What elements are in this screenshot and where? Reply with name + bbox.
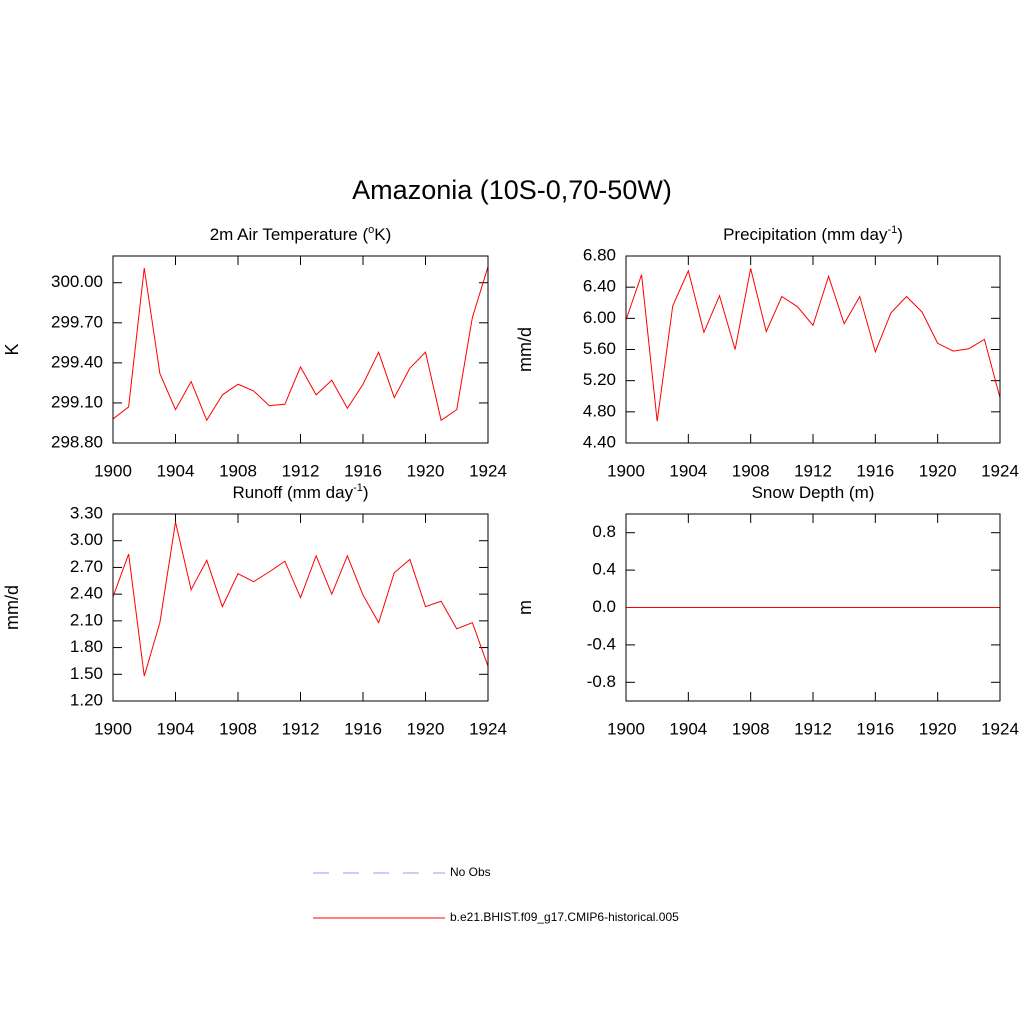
data-line	[112, 521, 489, 677]
x-tick-label: 1904	[669, 461, 707, 480]
x-tick-label: 1904	[669, 719, 707, 738]
y-tick-label: 299.10	[51, 392, 103, 411]
chart-title: Runoff (mm day-1)	[232, 482, 368, 503]
y-tick-label: 0.0	[592, 597, 616, 616]
title-part: -1	[353, 482, 363, 494]
chart-title: Snow Depth (m)	[752, 483, 875, 502]
y-tick-label: 6.00	[583, 308, 616, 327]
y-tick-label: 1.20	[70, 690, 103, 709]
title-part: )	[897, 225, 903, 244]
x-tick-label: 1900	[94, 461, 132, 480]
x-tick-label: 1912	[794, 461, 832, 480]
x-tick-label: 1912	[794, 719, 832, 738]
y-tick-label: 0.8	[592, 522, 616, 541]
title-part: Snow Depth (m)	[752, 483, 875, 502]
title-part: -1	[887, 224, 897, 236]
x-tick-label: 1916	[344, 719, 382, 738]
plot-frame	[112, 255, 489, 444]
y-tick-label: -0.4	[587, 634, 616, 653]
x-tick-label: 1916	[856, 719, 894, 738]
chart-title: 2m Air Temperature (oK)	[210, 224, 392, 245]
x-tick-label: 1920	[919, 719, 957, 738]
title-part: 2m Air Temperature (	[210, 225, 369, 244]
x-tick-label: 1912	[282, 461, 320, 480]
y-tick-label: 6.80	[583, 245, 616, 264]
x-tick-label: 1908	[219, 719, 257, 738]
y-axis-label: mm/d	[2, 585, 22, 630]
y-tick-label: -0.8	[587, 672, 616, 691]
title-part: )	[363, 483, 369, 502]
x-tick-label: 1904	[157, 461, 195, 480]
y-axis-label: mm/d	[515, 327, 535, 372]
y-tick-label: 5.60	[583, 339, 616, 358]
y-axis-label: K	[2, 343, 22, 355]
figure-title: Amazonia (10S-0,70-50W)	[352, 175, 672, 205]
y-tick-label: 3.00	[70, 530, 103, 549]
y-tick-label: 4.40	[583, 432, 616, 451]
title-part: Precipitation (mm day	[723, 225, 888, 244]
plot-frame	[625, 255, 1001, 444]
chart-title: Precipitation (mm day-1)	[723, 224, 903, 245]
x-tick-label: 1900	[607, 461, 645, 480]
legend-label: b.e21.BHIST.f09_g17.CMIP6-historical.005	[450, 910, 679, 924]
x-tick-label: 1916	[344, 461, 382, 480]
y-tick-label: 0.4	[592, 560, 616, 579]
x-tick-label: 1924	[469, 719, 507, 738]
x-tick-label: 1920	[919, 461, 957, 480]
y-tick-label: 2.70	[70, 557, 103, 576]
y-tick-label: 5.20	[583, 370, 616, 389]
data-line	[625, 268, 1001, 422]
y-tick-label: 2.40	[70, 584, 103, 603]
x-tick-label: 1920	[407, 719, 445, 738]
data-line	[112, 266, 489, 422]
x-tick-label: 1904	[157, 719, 195, 738]
x-tick-label: 1920	[407, 461, 445, 480]
x-tick-label: 1908	[732, 719, 770, 738]
x-tick-label: 1908	[219, 461, 257, 480]
y-tick-label: 4.80	[583, 401, 616, 420]
y-tick-label: 298.80	[51, 432, 103, 451]
y-axis-label: m	[515, 600, 535, 615]
plot-frame	[112, 513, 489, 702]
y-tick-label: 3.30	[70, 503, 103, 522]
y-tick-label: 2.10	[70, 610, 103, 629]
y-tick-label: 299.40	[51, 352, 103, 371]
y-tick-label: 1.50	[70, 664, 103, 683]
x-tick-label: 1924	[469, 461, 507, 480]
x-tick-label: 1908	[732, 461, 770, 480]
x-tick-label: 1900	[94, 719, 132, 738]
title-part: K)	[374, 225, 391, 244]
x-tick-label: 1924	[981, 719, 1019, 738]
x-tick-label: 1900	[607, 719, 645, 738]
y-tick-label: 6.40	[583, 277, 616, 296]
y-tick-label: 300.00	[51, 272, 103, 291]
y-tick-label: 1.80	[70, 637, 103, 656]
title-part: Runoff (mm day	[232, 483, 353, 502]
title-part: o	[368, 224, 374, 236]
legend-label: No Obs	[450, 865, 491, 879]
y-tick-label: 299.70	[51, 312, 103, 331]
plot-frame	[625, 513, 1001, 702]
x-tick-label: 1912	[282, 719, 320, 738]
x-tick-label: 1916	[856, 461, 894, 480]
x-tick-label: 1924	[981, 461, 1019, 480]
